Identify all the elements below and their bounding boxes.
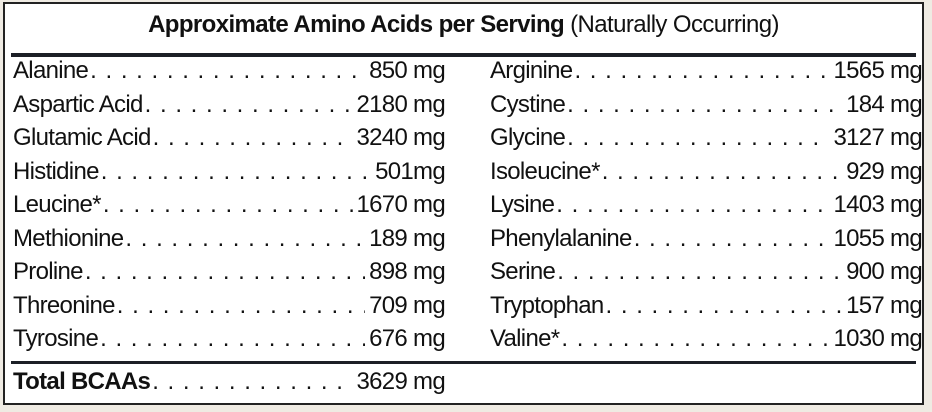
- amino-acid-amount: 1565 mg: [833, 57, 923, 84]
- amino-acid-row: Methionine 189 mg: [13, 225, 445, 259]
- dot-leader: [100, 325, 365, 353]
- amino-acid-amount: 2180 mg: [356, 90, 446, 118]
- dot-leader: [557, 258, 842, 286]
- amino-acid-name: Serine: [490, 258, 556, 285]
- amino-acid-panel: Approximate Amino Acids per Serving (Nat…: [3, 2, 924, 405]
- amino-acid-row: Tyrosine 676 mg: [13, 325, 445, 359]
- amino-acid-name: Tryptophan: [490, 291, 604, 319]
- dot-leader: [117, 292, 365, 320]
- dot-leader: [556, 191, 829, 219]
- dot-leader: [85, 258, 365, 286]
- amino-acid-amount: 1670 mg: [356, 191, 446, 218]
- amino-acid-amount: 900 mg: [846, 258, 922, 285]
- dot-leader: [567, 91, 842, 119]
- amino-acid-name: Proline: [13, 258, 84, 285]
- amino-acid-amount: 1055 mg: [833, 224, 923, 252]
- amino-acid-name: Arginine: [490, 57, 573, 84]
- amino-acid-amount: 1403 mg: [833, 191, 923, 218]
- dot-leader: [567, 124, 829, 152]
- total-bcaas-row: Total BCAAs 3629 mg: [13, 368, 445, 402]
- amino-acid-amount: 157 mg: [846, 291, 922, 319]
- amino-acid-name: Threonine: [13, 291, 115, 319]
- panel-title: Approximate Amino Acids per Serving (Nat…: [148, 11, 779, 38]
- total-rule: [11, 361, 916, 364]
- amino-acid-amount: 3127 mg: [833, 124, 923, 151]
- total-value: 3629 mg: [356, 368, 446, 395]
- dot-leader: [90, 57, 365, 85]
- dot-leader: [574, 57, 829, 85]
- amino-acid-name: Cystine: [490, 90, 566, 118]
- total-label: Total BCAAs: [13, 368, 151, 395]
- amino-acid-amount: 184 mg: [846, 90, 922, 118]
- amino-acid-amount: 709 mg: [369, 291, 445, 319]
- amino-acid-row: Alanine 850 mg: [13, 57, 445, 91]
- left-column: Alanine 850 mg Aspartic Acid 2180 mg Glutami…: [13, 57, 445, 359]
- dot-leader: [125, 225, 365, 253]
- amino-acid-row: Lysine 1403 mg: [490, 191, 922, 225]
- amino-acid-row: Phenylalanine 1055 mg: [490, 225, 922, 259]
- dot-leader: [606, 292, 843, 320]
- right-column: Arginine 1565 mg Cystine 184 mg Glycine 3127 …: [490, 57, 922, 359]
- amino-acid-row: Histidine 501mg: [13, 158, 445, 192]
- amino-acid-name: Aspartic Acid: [13, 90, 143, 118]
- dot-leader: [634, 225, 830, 253]
- amino-acid-row: Aspartic Acid 2180 mg: [13, 91, 445, 125]
- dot-leader: [101, 158, 371, 186]
- amino-acid-row: Threonine 709 mg: [13, 292, 445, 326]
- amino-acid-row: Proline 898 mg: [13, 258, 445, 292]
- amino-acid-row: Isoleucine* 929 mg: [490, 158, 922, 192]
- amino-acid-amount: 929 mg: [846, 157, 922, 185]
- amino-acid-row: Valine* 1030 mg: [490, 325, 922, 359]
- amino-acid-row: Arginine 1565 mg: [490, 57, 922, 91]
- amino-acid-name: Histidine: [13, 157, 99, 185]
- amino-acid-name: Lysine: [490, 191, 555, 218]
- amino-acid-amount: 898 mg: [369, 258, 445, 285]
- amino-acid-row: Glutamic Acid 3240 mg: [13, 124, 445, 158]
- dot-leader: [153, 124, 353, 152]
- amino-acid-amount: 189 mg: [369, 224, 445, 252]
- amino-acid-name: Alanine: [13, 57, 89, 84]
- amino-acid-name: Isoleucine*: [490, 157, 600, 185]
- amino-acid-name: Methionine: [13, 224, 124, 252]
- dot-leader: [602, 158, 842, 186]
- amino-acid-name: Glutamic Acid: [13, 124, 151, 151]
- amino-acid-name: Valine*: [490, 325, 560, 352]
- header-rule: [11, 53, 916, 57]
- amino-acid-name: Tyrosine: [13, 325, 99, 352]
- amino-acid-name: Leucine*: [13, 191, 102, 218]
- dot-leader: [145, 91, 353, 119]
- amino-acid-amount: 3240 mg: [356, 124, 446, 151]
- total-section: Total BCAAs 3629 mg: [13, 368, 445, 402]
- dot-leader: [152, 368, 352, 396]
- amino-acid-name: Glycine: [490, 124, 566, 151]
- amino-acid-row: Cystine 184 mg: [490, 91, 922, 125]
- amino-acid-row: Tryptophan 157 mg: [490, 292, 922, 326]
- amino-acid-row: Glycine 3127 mg: [490, 124, 922, 158]
- dot-leader: [561, 325, 829, 353]
- amino-acid-amount: 1030 mg: [833, 325, 923, 352]
- dot-leader: [103, 191, 353, 219]
- amino-acid-name: Phenylalanine: [490, 224, 632, 252]
- amino-acid-row: Serine 900 mg: [490, 258, 922, 292]
- amino-acid-amount: 850 mg: [369, 57, 445, 84]
- amino-acid-row: Leucine* 1670 mg: [13, 191, 445, 225]
- amino-acid-amount: 676 mg: [369, 325, 445, 352]
- amino-acid-amount: 501mg: [375, 157, 445, 185]
